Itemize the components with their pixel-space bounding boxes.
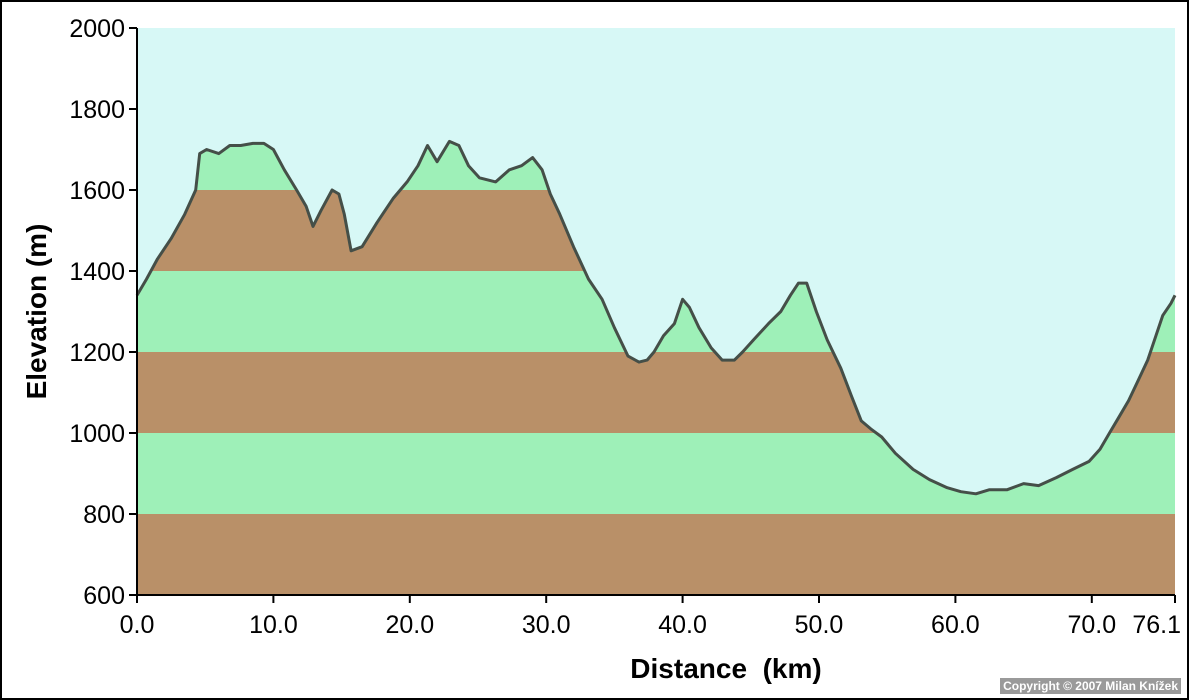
- x-tick-label: 50.0: [795, 611, 844, 639]
- x-tick-label: 30.0: [522, 611, 571, 639]
- y-axis-title: Elevation (m): [21, 224, 52, 400]
- elevation-profile-line: [135, 139, 1177, 496]
- x-tick-label: 20.0: [385, 611, 434, 639]
- y-tick-label: 2000: [69, 15, 125, 43]
- y-axis-ticks: 600 800 1000 1200 1400 1600 1800 2000: [69, 15, 137, 610]
- x-tick-label: 70.0: [1067, 611, 1116, 639]
- y-tick-label: 1800: [69, 96, 125, 124]
- x-axis-ticks: 0.0 10.0 20.0 30.0 40.0 50.0 60.0 70.0 76.1: [120, 595, 1181, 639]
- x-tick-label: 60.0: [931, 611, 980, 639]
- x-tick-label: 40.0: [658, 611, 707, 639]
- y-tick-label: 800: [83, 501, 125, 529]
- elevation-band: [137, 514, 1175, 595]
- x-tick-label: 76.1: [1132, 611, 1181, 639]
- copyright-notice: Copyright © 2007 Milan Knížek: [1000, 678, 1181, 694]
- y-tick-label: 1600: [69, 177, 125, 205]
- y-tick-label: 1400: [69, 258, 125, 286]
- x-axis-title: Distance (km): [630, 653, 821, 684]
- x-tick-label: 0.0: [120, 611, 155, 639]
- y-tick-label: 1000: [69, 420, 125, 448]
- y-tick-label: 600: [83, 582, 125, 610]
- y-tick-label: 1200: [69, 339, 125, 367]
- x-tick-label: 10.0: [249, 611, 298, 639]
